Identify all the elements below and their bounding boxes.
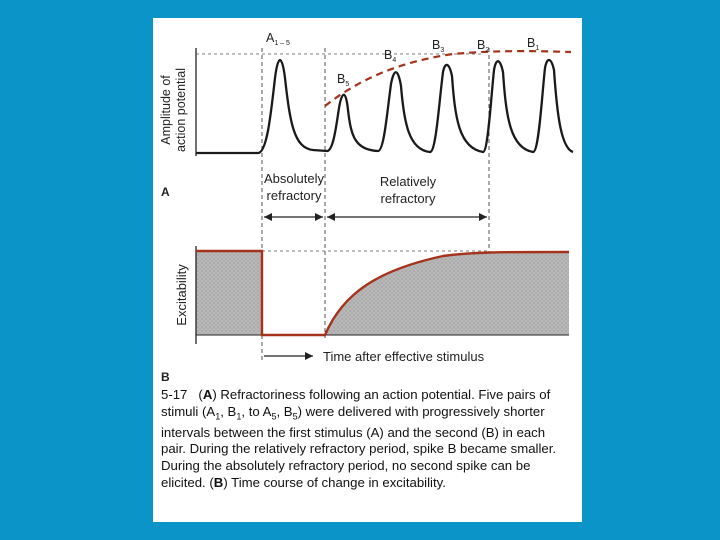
absolute-label-line2: refractory bbox=[267, 188, 322, 203]
panel-b-letter: B bbox=[161, 370, 170, 384]
relative-label-line2: refractory bbox=[381, 191, 436, 206]
panel-b: Excitability B Time after effective stim… bbox=[161, 246, 570, 384]
action-potential-trace bbox=[196, 58, 574, 155]
panel-a-letter: A bbox=[161, 185, 170, 199]
spike-label-b1: B1 bbox=[527, 36, 539, 52]
caption-text: ) Time course of change in excitability. bbox=[223, 474, 446, 490]
caption-text: ( bbox=[198, 387, 203, 402]
refractory-figure: Amplitude of action potential A1 – 5 B5 bbox=[159, 31, 574, 384]
spike-label-b3: B3 bbox=[432, 38, 444, 54]
panel-a-y-label-line2: action potential bbox=[174, 68, 188, 152]
caption-text: ) Refractoriness following an action pot… bbox=[161, 387, 551, 419]
absolute-label-line1: Absolutely bbox=[264, 171, 324, 186]
panel-a-y-label-line1: Amplitude of bbox=[159, 75, 173, 145]
caption-sub: 1 bbox=[215, 411, 221, 422]
relative-amplitude-curve bbox=[324, 50, 572, 107]
panel-b-y-label: Excitability bbox=[174, 264, 189, 326]
caption-text: , B bbox=[220, 403, 237, 419]
figure-panel: Amplitude of action potential A1 – 5 B5 bbox=[153, 18, 582, 522]
spike-label-b5: B5 bbox=[337, 72, 349, 88]
caption-sub: 5 bbox=[292, 411, 298, 422]
caption-sub: 1 bbox=[236, 411, 242, 422]
caption-sub: 5 bbox=[271, 411, 277, 422]
caption-number: 5-17 bbox=[161, 387, 188, 402]
excitability-curve bbox=[196, 249, 570, 337]
excitability-fill-before bbox=[196, 251, 262, 335]
caption-bold-b: B bbox=[213, 474, 224, 490]
relative-label-line1: Relatively bbox=[380, 174, 437, 189]
caption-text: ) were delivered with progressively shor… bbox=[161, 403, 557, 490]
figure-caption: 5-17 (A) Refractoriness following an act… bbox=[161, 387, 573, 491]
time-axis-label: Time after effective stimulus bbox=[323, 349, 485, 364]
spike-label-b2: B2 bbox=[477, 38, 489, 54]
spike-label-b4: B4 bbox=[384, 48, 396, 64]
spike-label-a1-5: A1 – 5 bbox=[266, 31, 290, 47]
caption-bold-a: A bbox=[202, 387, 213, 402]
excitability-fill-recovery bbox=[325, 252, 569, 335]
caption-text: , B bbox=[276, 403, 293, 419]
caption-text: , to A bbox=[241, 403, 272, 419]
